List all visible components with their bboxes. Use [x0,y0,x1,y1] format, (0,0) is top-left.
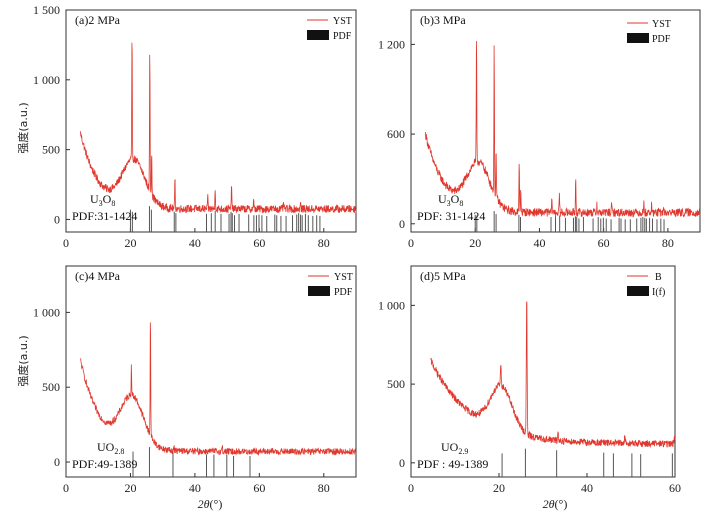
y-tick-label: 1 500 [33,3,60,17]
panel-title: (c)4 MPa [75,269,121,283]
axis-ticks: 0 20 40 60 80 0 500 1 000 1 500 [33,3,330,250]
legend-bar-swatch [307,30,329,40]
legend: YST PDF [627,19,671,45]
legend-label-trace: YST [333,16,352,27]
panel-a-2mpa: 0 20 40 60 80 0 500 1 000 1 500 (a)2 MPa U3O8 PD… [33,3,357,250]
y-tick-label: 0 [399,456,405,470]
panel-c-4mpa: 0 20 40 60 80 0 500 1 000 (c)4 MPa UO2.8 PDF:49… [33,265,357,495]
panel-title: (a)2 MPa [75,13,121,27]
y-tick-label: 0 [54,212,60,226]
x-tick-label: 40 [533,236,545,250]
axis-ticks: 0 20 40 60 0 500 1 000 [378,298,681,495]
pdf-reference-lines [474,211,665,232]
y-tick-label: 0 [399,217,405,231]
axis-ticks: 0 20 40 60 80 0 600 1 200 [378,37,674,250]
x-tick-label: 0 [63,236,69,250]
x-tick-label: 60 [253,236,265,250]
legend-label-trace: YST [652,19,671,30]
y-tick-label: 600 [387,127,405,141]
legend-label-pdf: PDF [333,31,352,42]
pdf-card-number: PDF: 31-1424 [417,209,485,223]
x-tick-label: 60 [598,236,610,250]
y-tick-label: 500 [387,377,405,391]
pdf-reference-lines [129,206,321,232]
x-tick-label: 60 [253,481,265,495]
axis-ticks: 0 20 40 60 80 0 500 1 000 [33,305,330,495]
phase-formula: U3O8 [90,192,115,208]
x-tick-label: 80 [662,236,674,250]
legend-bar-swatch [308,286,330,296]
legend: YST PDF [307,16,352,42]
panel-b-3mpa: 0 20 40 60 80 0 600 1 200 (b)3 MPa U3O8 PDF: 31… [378,9,701,250]
xrd-trace [80,322,357,457]
panel-d-5mpa: 0 20 40 60 0 500 1 000 (d)5 MPa UO2.9 PDF : 49… [378,265,681,495]
pdf-reference-lines [501,448,673,477]
phase-formula: UO2.8 [97,440,124,456]
y-tick-label: 500 [42,380,60,394]
legend-label-pdf: PDF [652,34,671,45]
x-axis-label-right: 2θ(°) [543,497,568,511]
xrd-trace [425,40,701,218]
y-tick-label: 1 200 [378,37,405,51]
x-tick-label: 0 [408,236,414,250]
legend-bar-swatch [627,33,649,43]
pdf-card-number: PDF:49-1389 [72,457,137,471]
legend-label-pdf: PDF [334,287,353,298]
panel-title: (d)5 MPa [420,269,466,283]
x-tick-label: 20 [124,236,136,250]
x-tick-label: 80 [318,481,330,495]
xrd-trace [430,301,676,449]
y-tick-label: 1 000 [378,298,405,312]
y-tick-label: 0 [54,455,60,469]
x-tick-label: 0 [63,481,69,495]
pdf-reference-lines [132,447,251,477]
legend: YST PDF [308,272,353,298]
y-axis-label-bottom: 强度(a.u.) [16,335,30,386]
x-tick-label: 40 [189,481,201,495]
legend-label-pdf: I(f) [652,287,665,298]
y-tick-label: 1 000 [33,73,60,87]
xrd-trace [80,42,357,214]
x-tick-label: 0 [408,481,414,495]
legend-label-trace: B [655,272,662,283]
x-tick-label: 20 [493,481,505,495]
panel-title: (b)3 MPa [420,13,466,27]
x-tick-label: 40 [189,236,201,250]
phase-formula: UO2.9 [441,440,468,456]
x-tick-label: 80 [318,236,330,250]
legend: B I(f) [627,272,665,298]
plot-frame [410,265,676,478]
x-tick-label: 20 [124,481,136,495]
pdf-card-number: PDF:31-1424 [72,209,137,223]
pdf-card-number: PDF : 49-1389 [417,457,488,471]
plot-frame [65,265,357,478]
phase-formula: U3O8 [438,192,463,208]
legend-bar-swatch [627,286,649,296]
y-tick-label: 1 000 [33,305,60,319]
x-tick-label: 20 [469,236,481,250]
x-tick-label: 60 [669,481,681,495]
y-axis-label-top: 强度(a.u.) [16,102,30,153]
x-axis-label-left: 2θ(°) [198,497,223,511]
y-tick-label: 500 [42,143,60,157]
legend-label-trace: YST [334,272,353,283]
x-tick-label: 40 [581,481,593,495]
